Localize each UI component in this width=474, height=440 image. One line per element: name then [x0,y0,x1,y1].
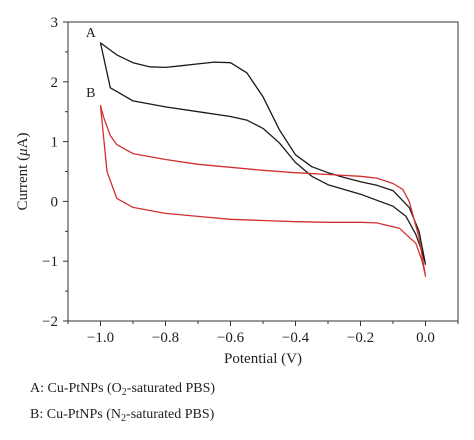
x-tick-label: −0.8 [152,330,179,346]
legend-entry-b: B: Cu-PtNPs (N2-saturated PBS) [30,407,215,424]
y-tick-label: 2 [51,75,59,91]
x-tick-label: −0.6 [217,330,245,346]
y-axis-title-post: A) [15,133,31,149]
legend: A: Cu-PtNPs (O2-saturated PBS) B: Cu-PtN… [30,378,215,430]
x-tick-label: −0.4 [282,330,310,346]
x-tick-label: 0.0 [416,330,435,346]
chart-area: −1.0 −0.8 −0.6 −0.4 −0.2 0.0 −2 −1 0 1 2 3 Potentia… [15,15,459,367]
series-a-curve [99,42,427,265]
plot-frame [67,21,459,322]
y-tick-label: 3 [51,15,59,31]
y-tick-label: −1 [42,254,58,270]
x-axis-title: Potential (V) [224,351,302,367]
y-axis-title-pre: Current ( [15,156,31,211]
y-tick-label: 1 [51,135,59,151]
legend-entry-a: A: Cu-PtNPs (O2-saturated PBS) [30,381,216,398]
y-tick-label: −2 [42,314,58,330]
curve-label-b: B [86,86,95,101]
y-axis-title-mu: μ [15,148,31,157]
x-tick-label: −1.0 [87,330,114,346]
y-tick-label: 0 [51,194,59,210]
curve-label-a: A [86,26,97,41]
x-tick-label: −0.2 [347,330,374,346]
series-b-curve [99,105,427,277]
y-axis-title: Current (μA) [15,133,31,211]
